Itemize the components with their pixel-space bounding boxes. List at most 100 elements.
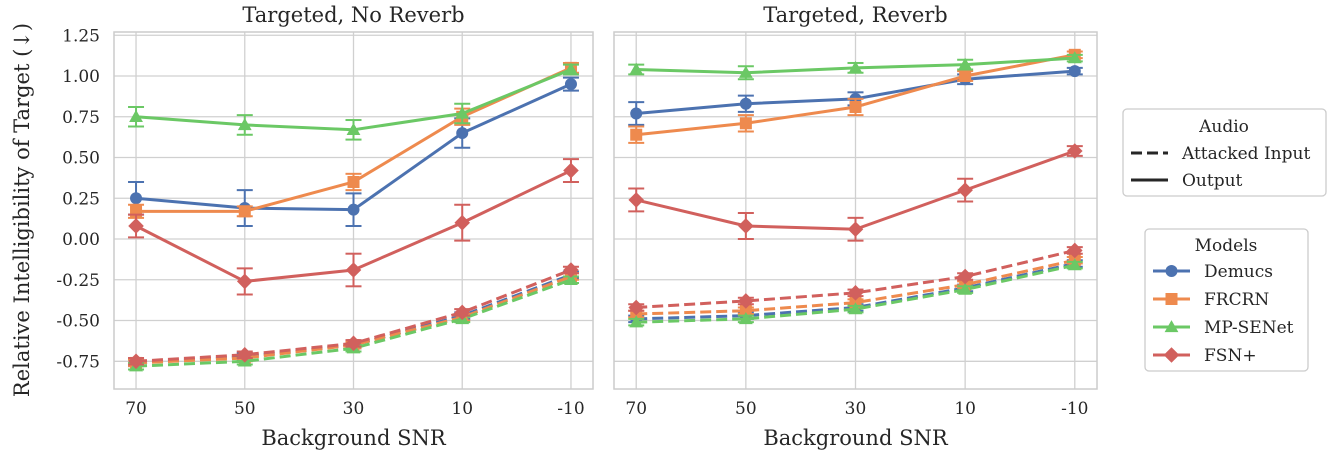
y-tick-label: 1.00 bbox=[62, 67, 100, 87]
x-tick-label: 70 bbox=[125, 399, 147, 419]
data-point bbox=[959, 70, 972, 83]
data-point bbox=[847, 285, 864, 301]
legend-label: Attacked Input bbox=[1181, 144, 1310, 164]
data-point bbox=[564, 272, 578, 285]
legend-marker bbox=[1165, 265, 1178, 277]
y-tick-label: -0.50 bbox=[56, 312, 100, 332]
data-point bbox=[738, 312, 753, 325]
x-tick-label: 30 bbox=[343, 399, 365, 419]
series-fsn--output bbox=[128, 158, 579, 296]
y-tick-label: 1.25 bbox=[62, 26, 100, 46]
legend-marker bbox=[1164, 320, 1179, 333]
data-point bbox=[345, 262, 362, 278]
data-point bbox=[629, 315, 644, 328]
data-point bbox=[630, 107, 643, 120]
data-point bbox=[1066, 242, 1083, 259]
data-point bbox=[738, 65, 753, 78]
x-tick-label: 10 bbox=[954, 399, 976, 419]
data-point bbox=[738, 293, 754, 309]
data-point bbox=[957, 182, 973, 198]
data-point bbox=[739, 117, 752, 130]
data-point bbox=[130, 192, 143, 205]
data-point bbox=[628, 192, 645, 208]
series-demucs-output bbox=[128, 76, 579, 227]
series-line bbox=[636, 263, 1076, 324]
legend-marker bbox=[1163, 347, 1180, 363]
data-point bbox=[738, 218, 754, 234]
x-tick-label: -10 bbox=[1061, 399, 1088, 419]
legend-label: FRCRN bbox=[1204, 290, 1269, 310]
legend-marker bbox=[1165, 293, 1178, 305]
x-tick-label: 50 bbox=[234, 399, 256, 419]
data-point bbox=[238, 205, 251, 218]
x-tick-label: 70 bbox=[625, 399, 647, 419]
data-point bbox=[345, 335, 362, 352]
data-point bbox=[128, 353, 144, 370]
y-tick-label: -0.25 bbox=[56, 271, 100, 291]
data-point bbox=[346, 122, 361, 135]
data-point bbox=[630, 128, 643, 141]
series-line bbox=[636, 258, 1076, 316]
data-point bbox=[456, 127, 469, 140]
y-tick-label: 0.00 bbox=[62, 230, 100, 250]
series-line bbox=[636, 262, 1076, 321]
series-mp-senet-output bbox=[628, 51, 1083, 81]
x-tick-label: 10 bbox=[451, 399, 473, 419]
legend-models: Models Demucs FRCRN MP-SENet FSN+ bbox=[1144, 228, 1309, 372]
x-tick-label: 30 bbox=[845, 399, 867, 419]
data-point bbox=[739, 97, 752, 110]
data-point bbox=[1066, 143, 1083, 159]
legend-title: Audio bbox=[1198, 117, 1249, 137]
legend-audio: Audio Attacked Input Output bbox=[1122, 108, 1327, 197]
x-tick-label: 50 bbox=[735, 399, 757, 419]
x-tick-label: -10 bbox=[557, 399, 584, 419]
panel-1: Targeted, No Reverb 70 50 30 10 -10 Background… bbox=[56, 3, 594, 450]
data-point bbox=[236, 346, 253, 363]
y-tick-label: 0.50 bbox=[62, 149, 100, 169]
panel-2: Targeted, Reverb 70 50 30 10 -10 Background SN… bbox=[613, 3, 1098, 450]
legend-label: Output bbox=[1182, 171, 1243, 191]
data-point bbox=[847, 221, 864, 238]
legend-box bbox=[1144, 228, 1309, 372]
data-point bbox=[564, 78, 577, 91]
y-tick-label: -0.75 bbox=[56, 352, 100, 372]
x-axis-label: Background SNR bbox=[763, 426, 948, 450]
data-point bbox=[347, 175, 360, 188]
y-tick-label: 0.25 bbox=[62, 189, 100, 209]
data-point bbox=[629, 62, 644, 75]
data-point bbox=[563, 262, 579, 278]
data-point bbox=[848, 60, 863, 74]
data-point bbox=[1067, 51, 1082, 64]
data-point bbox=[563, 162, 579, 179]
data-point bbox=[347, 203, 360, 216]
data-point bbox=[128, 218, 144, 234]
data-point bbox=[236, 273, 253, 290]
panel-title: Targeted, Reverb bbox=[763, 3, 947, 27]
x-axis-label: Background SNR bbox=[261, 426, 446, 450]
data-point bbox=[1067, 258, 1082, 271]
legend-box bbox=[1122, 108, 1327, 197]
legend-label: FSN+ bbox=[1204, 346, 1257, 366]
plot-frame bbox=[113, 31, 594, 390]
data-point bbox=[957, 268, 973, 285]
data-point bbox=[628, 299, 645, 316]
data-point bbox=[454, 214, 471, 231]
y-axis-label: Relative Intelligibility of Target (↓) bbox=[10, 23, 34, 397]
data-point bbox=[564, 62, 578, 75]
data-point bbox=[1068, 65, 1081, 78]
series-fsn--attacked-input bbox=[628, 242, 1083, 316]
series-mp-senet-output bbox=[128, 62, 579, 141]
data-point bbox=[848, 302, 863, 315]
data-point bbox=[129, 109, 143, 122]
data-point bbox=[849, 100, 862, 113]
series-fsn--output bbox=[628, 143, 1083, 242]
legend-title: Models bbox=[1195, 236, 1258, 256]
data-point bbox=[739, 304, 752, 317]
series-mp-senet-attacked-input bbox=[628, 258, 1083, 328]
series-line bbox=[636, 248, 1076, 309]
legend-label: MP-SENet bbox=[1204, 318, 1294, 338]
plot-frame bbox=[613, 31, 1098, 390]
panel-title: Targeted, No Reverb bbox=[242, 3, 464, 27]
legend-label: Demucs bbox=[1204, 262, 1273, 282]
